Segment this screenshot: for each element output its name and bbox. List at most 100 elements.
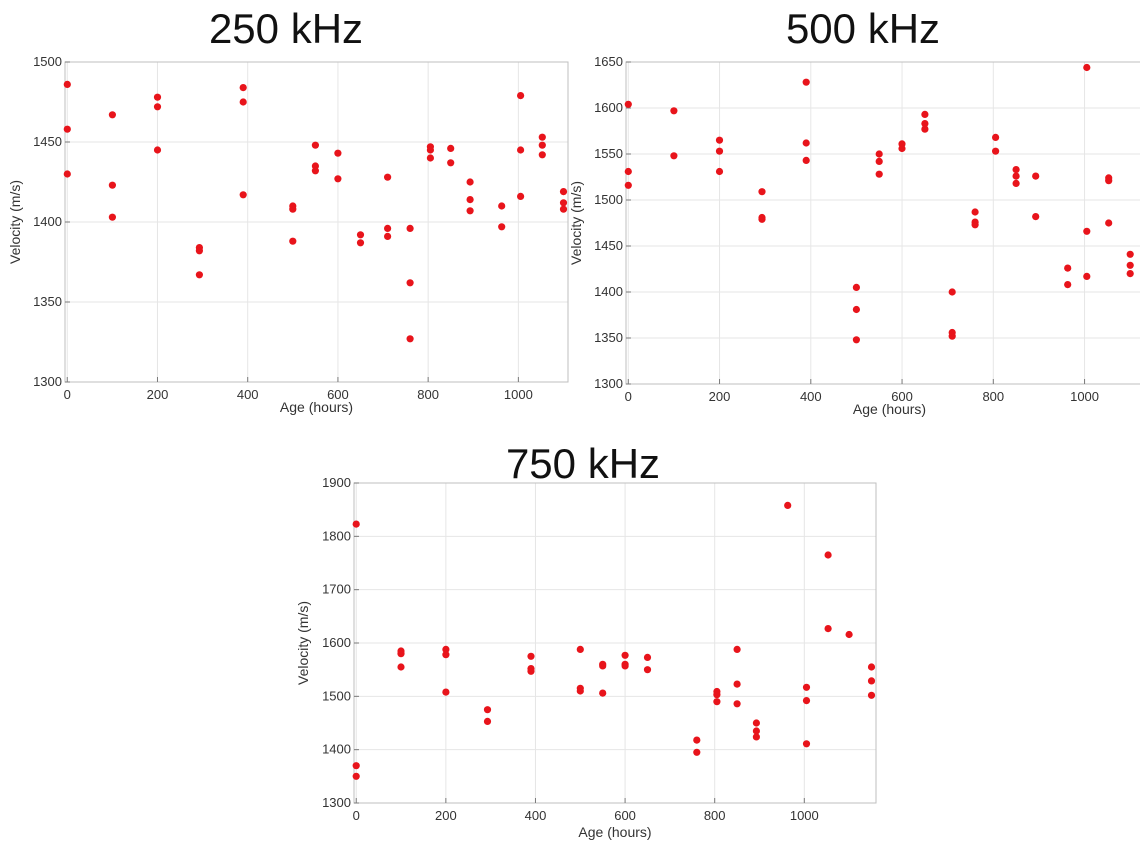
data-point (239, 84, 247, 92)
data-point (1012, 179, 1020, 187)
x-tick-label: 1000 (504, 387, 533, 402)
data-point (875, 157, 883, 165)
data-point (289, 205, 297, 213)
data-point (643, 653, 652, 661)
data-point (599, 662, 607, 670)
data-point (599, 689, 607, 697)
data-point (559, 188, 568, 196)
y-tick-label: 1600 (322, 635, 351, 650)
data-point (758, 215, 766, 223)
y-tick-label: 1550 (594, 146, 623, 161)
data-point (713, 691, 721, 699)
data-point (397, 650, 405, 658)
data-point (1032, 213, 1040, 221)
data-point (752, 733, 760, 741)
data-point (442, 688, 450, 696)
data-point (498, 223, 506, 231)
x-axis-label: Age (hours) (853, 401, 926, 417)
data-point (334, 149, 342, 157)
y-axis-label: Velocity (m/s) (7, 180, 23, 264)
x-tick-label: 200 (147, 387, 169, 402)
data-point (1105, 219, 1113, 227)
data-point (153, 146, 162, 154)
data-point (559, 199, 568, 207)
data-point (426, 154, 434, 162)
data-point (624, 167, 632, 176)
y-tick-label: 1450 (594, 238, 623, 253)
data-point (845, 630, 853, 639)
x-tick-label: 800 (704, 808, 726, 823)
data-point (63, 170, 71, 178)
scatter-chart-500khz: 0 200 400 600 800 1000 1300 1350 1400 1450 1500 155… (568, 5, 1140, 417)
y-tick-label: 1450 (33, 134, 62, 149)
plot-border (625, 61, 1140, 385)
x-tick-label: 800 (982, 389, 1004, 404)
data-point (713, 698, 721, 706)
data-point (693, 748, 701, 756)
scatter-chart-750khz: 0 200 400 600 800 1000 1300 1400 1500 1600 1700 180… (295, 440, 877, 840)
y-axis-label: Velocity (m/s) (295, 601, 311, 685)
plot-frame (625, 61, 1140, 385)
data-point (517, 192, 525, 200)
data-point (352, 772, 360, 780)
data-point (852, 305, 860, 314)
data-point (538, 133, 546, 141)
y-tick-label: 1500 (33, 54, 62, 69)
data-point (195, 247, 203, 255)
data-point (406, 279, 414, 287)
plot-area (63, 61, 569, 383)
data-point (498, 202, 506, 210)
data-point (1105, 177, 1113, 185)
data-point (483, 717, 492, 725)
y-tick-label: 1500 (322, 688, 351, 703)
data-point (1126, 261, 1134, 269)
data-point (758, 188, 766, 196)
data-point (447, 159, 455, 167)
data-point (527, 652, 535, 660)
data-point (1126, 250, 1134, 258)
data-point (352, 762, 360, 770)
y-axis-label: Velocity (m/s) (568, 181, 584, 265)
y-tick-label: 1300 (33, 374, 62, 389)
data-point (442, 645, 450, 653)
data-point (693, 736, 701, 744)
x-tick-label: 0 (625, 389, 632, 404)
data-point (867, 691, 876, 699)
data-point (384, 224, 392, 232)
y-tick-label: 1650 (594, 54, 623, 69)
data-point (442, 651, 450, 659)
data-point (670, 107, 678, 115)
y-tick-label: 1400 (322, 742, 351, 757)
y-tick-label: 1400 (33, 214, 62, 229)
data-point (948, 332, 956, 340)
data-point (670, 152, 678, 160)
data-point (948, 288, 956, 296)
x-tick-label: 0 (64, 387, 71, 402)
data-point (311, 141, 319, 149)
data-point (538, 141, 546, 149)
data-point (311, 167, 319, 175)
data-point (356, 239, 365, 247)
data-point (802, 740, 811, 748)
data-point (733, 680, 741, 688)
y-tick-label: 1500 (594, 192, 623, 207)
chart-panel-500khz: 0 200 400 600 800 1000 1300 1350 1400 1450 1500 155… (565, 0, 1140, 430)
data-point (406, 335, 414, 343)
chart-title-750khz: 750 kHz (506, 440, 660, 487)
data-point (752, 727, 760, 735)
data-point (1083, 63, 1091, 72)
data-point (802, 683, 811, 691)
data-point (397, 663, 405, 671)
data-point (875, 150, 883, 158)
plot-area (624, 61, 1140, 385)
data-point (517, 92, 525, 100)
data-point (466, 207, 474, 215)
data-point (1012, 172, 1020, 180)
data-point (63, 80, 71, 88)
y-tick-label: 1800 (322, 528, 351, 543)
data-point (715, 136, 724, 144)
data-point (289, 237, 297, 245)
data-point (153, 103, 162, 111)
data-point (108, 181, 116, 189)
data-point (334, 175, 342, 183)
